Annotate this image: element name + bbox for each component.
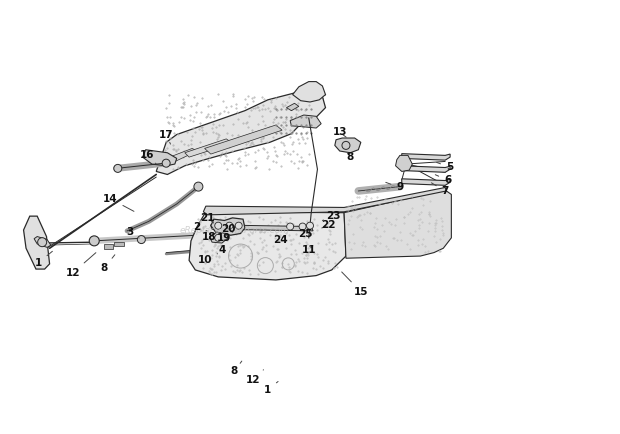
Text: 14: 14 — [103, 194, 134, 211]
Circle shape — [162, 159, 170, 167]
Circle shape — [306, 222, 314, 229]
Text: eReplacementParts.com: eReplacementParts.com — [179, 226, 290, 234]
Text: 12: 12 — [246, 370, 264, 385]
Text: 8: 8 — [100, 255, 115, 273]
Circle shape — [194, 182, 203, 191]
Circle shape — [215, 234, 222, 241]
Polygon shape — [402, 154, 450, 160]
Text: 4: 4 — [218, 244, 226, 255]
Polygon shape — [156, 89, 326, 174]
Circle shape — [226, 222, 233, 229]
Text: 2: 2 — [193, 221, 207, 232]
Polygon shape — [143, 150, 177, 166]
Text: 17: 17 — [159, 129, 174, 144]
Polygon shape — [293, 82, 326, 102]
Polygon shape — [203, 187, 446, 215]
Polygon shape — [211, 225, 313, 231]
Text: 7: 7 — [432, 183, 449, 196]
Polygon shape — [286, 103, 299, 111]
Text: 12: 12 — [66, 253, 96, 278]
Polygon shape — [344, 190, 451, 258]
Polygon shape — [189, 212, 346, 280]
Text: 15: 15 — [342, 272, 368, 297]
Text: 8: 8 — [231, 361, 242, 376]
Text: 21: 21 — [200, 213, 215, 223]
Text: 18: 18 — [202, 231, 217, 242]
Text: 22: 22 — [321, 220, 336, 230]
Polygon shape — [402, 166, 450, 172]
Circle shape — [342, 141, 350, 149]
Polygon shape — [210, 232, 228, 243]
Text: 25: 25 — [298, 229, 312, 240]
Polygon shape — [211, 218, 245, 235]
Polygon shape — [402, 179, 450, 185]
Polygon shape — [185, 139, 232, 157]
Text: 6: 6 — [435, 175, 451, 185]
Text: 9: 9 — [386, 182, 404, 193]
Polygon shape — [335, 138, 361, 153]
Text: 11: 11 — [301, 244, 316, 255]
Circle shape — [235, 222, 242, 229]
Text: 13: 13 — [332, 127, 347, 138]
Text: 3: 3 — [126, 227, 139, 238]
Circle shape — [138, 236, 145, 243]
Text: 10: 10 — [197, 254, 218, 265]
Polygon shape — [396, 155, 412, 171]
Circle shape — [38, 238, 46, 247]
Polygon shape — [114, 242, 124, 246]
Text: 1: 1 — [35, 251, 53, 268]
Circle shape — [114, 164, 122, 172]
Text: 8: 8 — [347, 152, 354, 162]
Text: 5: 5 — [436, 162, 453, 172]
Circle shape — [286, 223, 294, 230]
Text: 1: 1 — [264, 381, 278, 395]
Circle shape — [89, 236, 99, 246]
Polygon shape — [166, 148, 197, 163]
Polygon shape — [34, 237, 51, 247]
Polygon shape — [24, 216, 50, 269]
Polygon shape — [205, 125, 282, 154]
Text: 19: 19 — [217, 233, 232, 243]
Text: 24: 24 — [273, 234, 288, 245]
Polygon shape — [290, 115, 321, 128]
Polygon shape — [104, 244, 113, 249]
Circle shape — [299, 223, 306, 230]
Text: 16: 16 — [140, 150, 156, 164]
Circle shape — [215, 222, 222, 229]
Text: 20: 20 — [221, 224, 236, 234]
Text: 23: 23 — [322, 211, 341, 221]
